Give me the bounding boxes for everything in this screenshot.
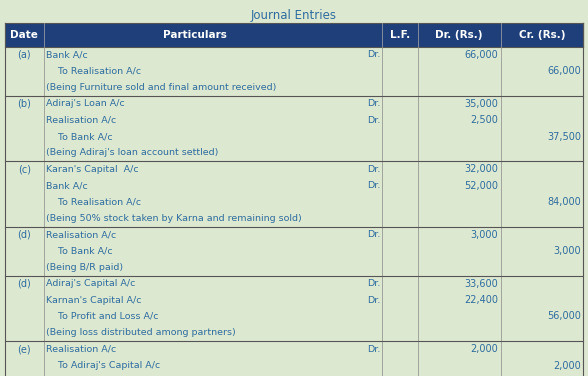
Text: 66,000: 66,000 [465, 50, 498, 60]
Text: Cr. (Rs.): Cr. (Rs.) [519, 30, 565, 40]
Text: (e): (e) [18, 344, 31, 354]
Text: Adiraj's Capital A/c: Adiraj's Capital A/c [46, 279, 136, 288]
Text: Dr.: Dr. [368, 279, 381, 288]
Text: (Being Furniture sold and final amount received): (Being Furniture sold and final amount r… [46, 83, 277, 92]
Text: Bank A/c: Bank A/c [46, 50, 88, 59]
Text: To Realisation A/c: To Realisation A/c [46, 197, 142, 206]
Text: (d): (d) [18, 279, 31, 289]
Text: (c): (c) [18, 164, 31, 174]
Text: Dr.: Dr. [368, 116, 381, 125]
Text: Karan's Capital  A/c: Karan's Capital A/c [46, 165, 139, 174]
Bar [5, 23, 583, 47]
Text: (a): (a) [18, 50, 31, 60]
Text: 52,000: 52,000 [464, 180, 498, 191]
Text: (Being Adiraj's loan account settled): (Being Adiraj's loan account settled) [46, 149, 219, 158]
Text: 2,500: 2,500 [470, 115, 498, 125]
Text: To Profit and Loss A/c: To Profit and Loss A/c [46, 312, 159, 321]
Text: Dr.: Dr. [368, 296, 381, 305]
Text: 32,000: 32,000 [465, 164, 498, 174]
Text: (Being loss distributed among partners): (Being loss distributed among partners) [46, 328, 236, 337]
Text: 2,000: 2,000 [470, 344, 498, 354]
Text: 3,000: 3,000 [553, 246, 581, 256]
Text: To Realisation A/c: To Realisation A/c [46, 67, 142, 76]
Text: To Bank A/c: To Bank A/c [46, 132, 113, 141]
Text: Dr.: Dr. [368, 345, 381, 354]
Text: L.F.: L.F. [390, 30, 410, 40]
Text: 56,000: 56,000 [547, 311, 581, 321]
Text: Date: Date [11, 30, 38, 40]
Text: (Being B/R paid): (Being B/R paid) [46, 263, 123, 272]
Text: 33,600: 33,600 [465, 279, 498, 289]
Text: 3,000: 3,000 [470, 230, 498, 240]
Text: 37,500: 37,500 [547, 132, 581, 142]
Text: 22,400: 22,400 [464, 295, 498, 305]
Text: 66,000: 66,000 [547, 66, 581, 76]
Text: To Bank A/c: To Bank A/c [46, 247, 113, 256]
Text: 2,000: 2,000 [553, 361, 581, 371]
Text: Journal Entries: Journal Entries [251, 9, 337, 23]
Text: Dr. (Rs.): Dr. (Rs.) [436, 30, 483, 40]
Text: Karnan's Capital A/c: Karnan's Capital A/c [46, 296, 142, 305]
Text: 84,000: 84,000 [547, 197, 581, 207]
Text: Particulars: Particulars [163, 30, 227, 40]
Text: Realisation A/c: Realisation A/c [46, 230, 116, 239]
Text: Dr.: Dr. [368, 50, 381, 59]
Text: 35,000: 35,000 [465, 99, 498, 109]
Text: Dr.: Dr. [368, 181, 381, 190]
Text: Realisation A/c: Realisation A/c [46, 116, 116, 125]
Text: (Being 50% stock taken by Karna and remaining sold): (Being 50% stock taken by Karna and rema… [46, 214, 302, 223]
Text: Adiraj's Loan A/c: Adiraj's Loan A/c [46, 99, 125, 108]
Text: Dr.: Dr. [368, 230, 381, 239]
Text: Dr.: Dr. [368, 99, 381, 108]
Text: (b): (b) [18, 99, 31, 109]
Text: Bank A/c: Bank A/c [46, 181, 88, 190]
Text: To Adiraj's Capital A/c: To Adiraj's Capital A/c [46, 361, 161, 370]
Text: Dr.: Dr. [368, 165, 381, 174]
Text: (d): (d) [18, 230, 31, 240]
Text: Realisation A/c: Realisation A/c [46, 345, 116, 354]
